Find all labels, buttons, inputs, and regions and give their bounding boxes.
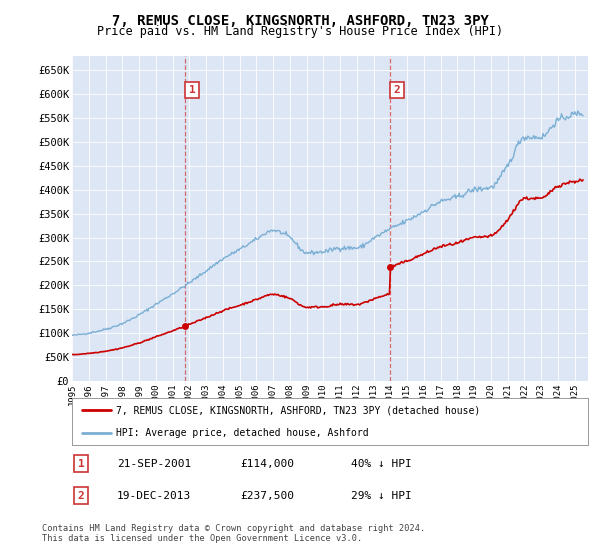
Text: 29% ↓ HPI: 29% ↓ HPI — [351, 491, 412, 501]
Text: 40% ↓ HPI: 40% ↓ HPI — [351, 459, 412, 469]
Text: 1: 1 — [189, 85, 196, 95]
Text: Contains HM Land Registry data © Crown copyright and database right 2024.
This d: Contains HM Land Registry data © Crown c… — [42, 524, 425, 543]
Text: £237,500: £237,500 — [240, 491, 294, 501]
Text: 2: 2 — [77, 491, 85, 501]
Text: 7, REMUS CLOSE, KINGSNORTH, ASHFORD, TN23 3PY: 7, REMUS CLOSE, KINGSNORTH, ASHFORD, TN2… — [112, 14, 488, 28]
Text: 2: 2 — [394, 85, 401, 95]
Text: HPI: Average price, detached house, Ashford: HPI: Average price, detached house, Ashf… — [116, 428, 368, 438]
Text: Price paid vs. HM Land Registry's House Price Index (HPI): Price paid vs. HM Land Registry's House … — [97, 25, 503, 38]
Text: 21-SEP-2001: 21-SEP-2001 — [117, 459, 191, 469]
Text: 19-DEC-2013: 19-DEC-2013 — [117, 491, 191, 501]
Text: £114,000: £114,000 — [240, 459, 294, 469]
Text: 1: 1 — [77, 459, 85, 469]
Text: 7, REMUS CLOSE, KINGSNORTH, ASHFORD, TN23 3PY (detached house): 7, REMUS CLOSE, KINGSNORTH, ASHFORD, TN2… — [116, 405, 480, 416]
